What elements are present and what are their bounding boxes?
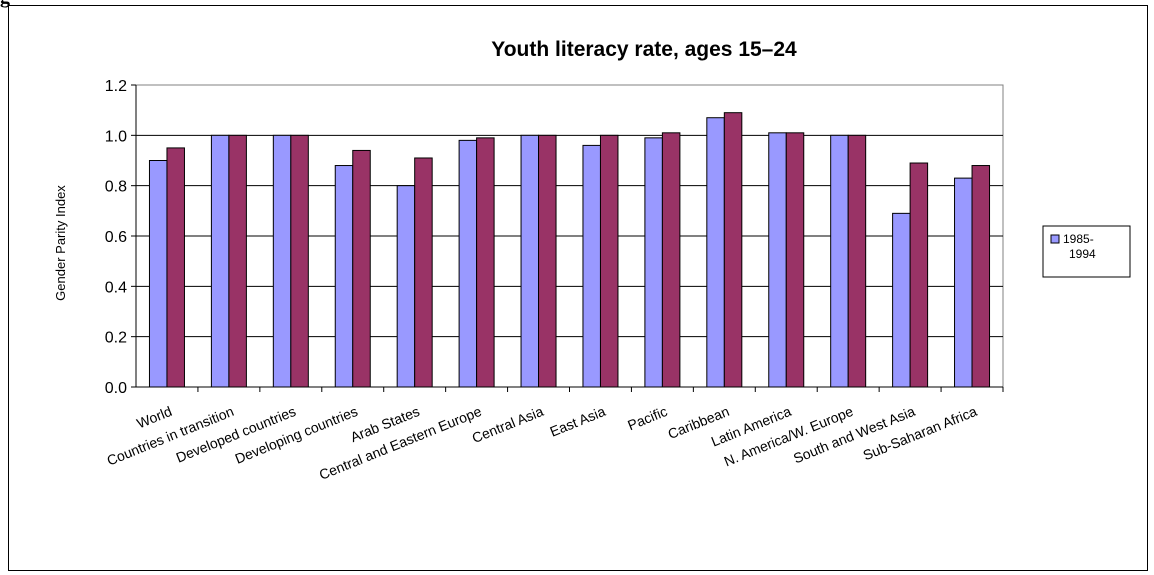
bar-series-1 <box>272 134 292 388</box>
y-tick-label: 0.4 <box>105 279 127 296</box>
bar-series-2 <box>785 132 805 388</box>
bar-series-2 <box>414 157 433 388</box>
legend: 1985- 1994 <box>1042 225 1131 278</box>
bar-series-1 <box>210 134 230 388</box>
page-fragment-text: g <box>0 0 10 9</box>
bar-series-1 <box>644 137 663 388</box>
chart-title: Youth literacy rate, ages 15–24 <box>491 38 797 61</box>
bar-series-2 <box>352 149 371 388</box>
bar-series-2 <box>909 162 929 388</box>
x-tick-label: Central Asia <box>470 403 546 446</box>
y-tick-label: 1.0 <box>105 128 127 145</box>
bar-series-2 <box>847 134 867 388</box>
bar-series-1 <box>520 134 540 388</box>
bar-series-1 <box>830 134 849 388</box>
y-tick-label: 1.2 <box>105 78 127 95</box>
bars <box>148 112 991 388</box>
bar-series-1 <box>768 132 787 388</box>
y-tick-label: 0.0 <box>105 380 127 397</box>
legend-swatch <box>1050 234 1060 244</box>
bar-series-2 <box>723 112 743 388</box>
bar-series-2 <box>476 137 495 388</box>
y-axis-label: Gender Parity Index <box>53 185 68 301</box>
y-tick-label: 0.8 <box>105 179 127 196</box>
bar-series-2 <box>538 134 557 388</box>
bar-series-1 <box>458 139 478 388</box>
y-tick-label: 0.6 <box>105 229 127 246</box>
bar-series-1 <box>892 212 911 388</box>
bar-series-2 <box>661 132 681 388</box>
bar-series-2 <box>599 134 619 388</box>
bar-series-1 <box>334 165 354 388</box>
chart-area: Youth literacy rate, ages 15–24 Gender P… <box>8 5 1148 571</box>
bar-series-2 <box>228 134 247 388</box>
bar-series-1 <box>954 177 973 388</box>
bar-series-2 <box>971 165 991 388</box>
x-tick-label: East Asia <box>547 403 607 440</box>
y-tick-label: 0.2 <box>105 330 127 347</box>
bar-series-2 <box>290 134 309 388</box>
legend-label-line-2: 1994 <box>1069 247 1096 261</box>
x-tick-label: Pacific <box>625 403 669 433</box>
bar-series-1 <box>148 160 168 388</box>
bar-series-1 <box>582 144 601 388</box>
legend-label-line-1: 1985- <box>1063 232 1094 246</box>
bar-series-1 <box>396 185 416 388</box>
bar-series-1 <box>706 117 725 388</box>
chart-svg: Youth literacy rate, ages 15–24 Gender P… <box>53 38 1131 483</box>
axes <box>131 84 1004 392</box>
bar-series-2 <box>166 147 185 388</box>
y-tick-labels: 0.0 0.2 0.4 0.6 0.8 1.0 1.2 <box>105 78 127 397</box>
